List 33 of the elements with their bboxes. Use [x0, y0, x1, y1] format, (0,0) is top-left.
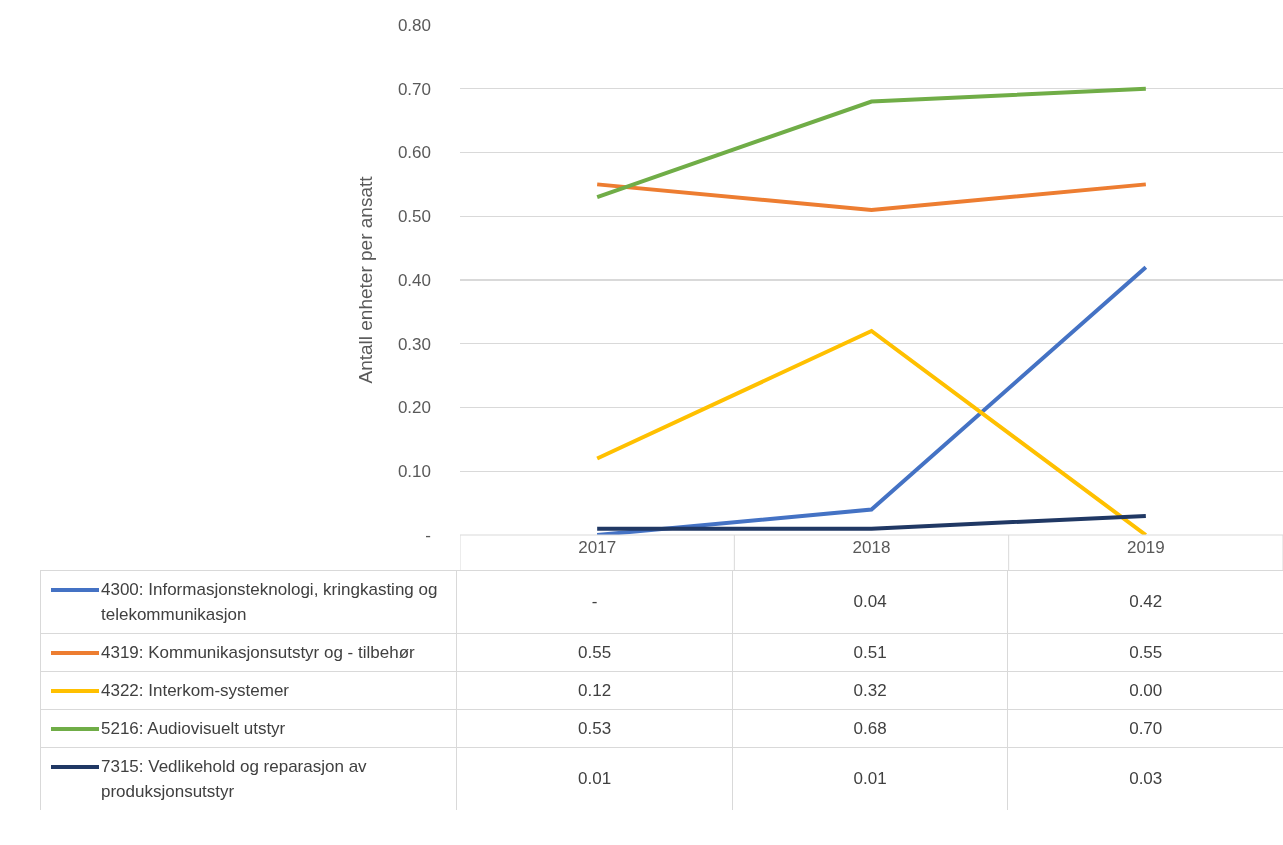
legend-label: 4319: Kommunikasjonsutstyr og - tilbehør [101, 642, 416, 664]
x-tick-label: 2019 [1126, 538, 1165, 557]
x-tick-label: 2018 [852, 538, 891, 557]
y-axis-title: Antall enheter per ansatt [354, 175, 376, 384]
legend-label: 4300: Informasjonsteknologi, kringkasting og telekommunikasjon [101, 579, 439, 626]
legend-label: 5216: Audiovisuelt utstyr [101, 718, 287, 740]
data-label: 0.12 [456, 672, 732, 709]
legend-label: 7315: Vedlikehold og reparasjon av produksjonsutstyr [101, 756, 368, 803]
data-label: 0.51 [731, 634, 1008, 671]
y-tick-label: - [425, 525, 431, 545]
y-tick-label: 0.70 [397, 79, 431, 99]
data-label: 0.53 [456, 710, 732, 747]
y-tick-label: 0.80 [397, 15, 431, 35]
data-label: 0.00 [1007, 672, 1283, 709]
data-label: 0.68 [731, 710, 1008, 747]
data-label: 0.01 [731, 748, 1008, 810]
legend-label: 4322: Interkom-systemer [101, 680, 290, 702]
x-tick-label: 2017 [578, 538, 617, 557]
data-label: 0.01 [456, 748, 732, 810]
data-label: 0.55 [456, 634, 732, 671]
data-label: 0.32 [731, 672, 1008, 709]
y-tick-label: 0.60 [397, 143, 431, 163]
data-label: 0.03 [1007, 748, 1283, 810]
y-tick-label: 0.20 [397, 398, 431, 418]
data-label: 0.55 [1007, 634, 1283, 671]
y-tick-label: 0.30 [397, 334, 431, 354]
y-tick-label: 0.10 [397, 462, 431, 482]
data-label: 0.70 [1007, 710, 1283, 747]
data-label: - [456, 571, 732, 633]
data-label: 0.42 [1007, 571, 1283, 633]
y-tick-label: 0.50 [397, 207, 431, 227]
data-label: 0.04 [731, 571, 1008, 633]
y-tick-label: 0.40 [397, 270, 431, 290]
